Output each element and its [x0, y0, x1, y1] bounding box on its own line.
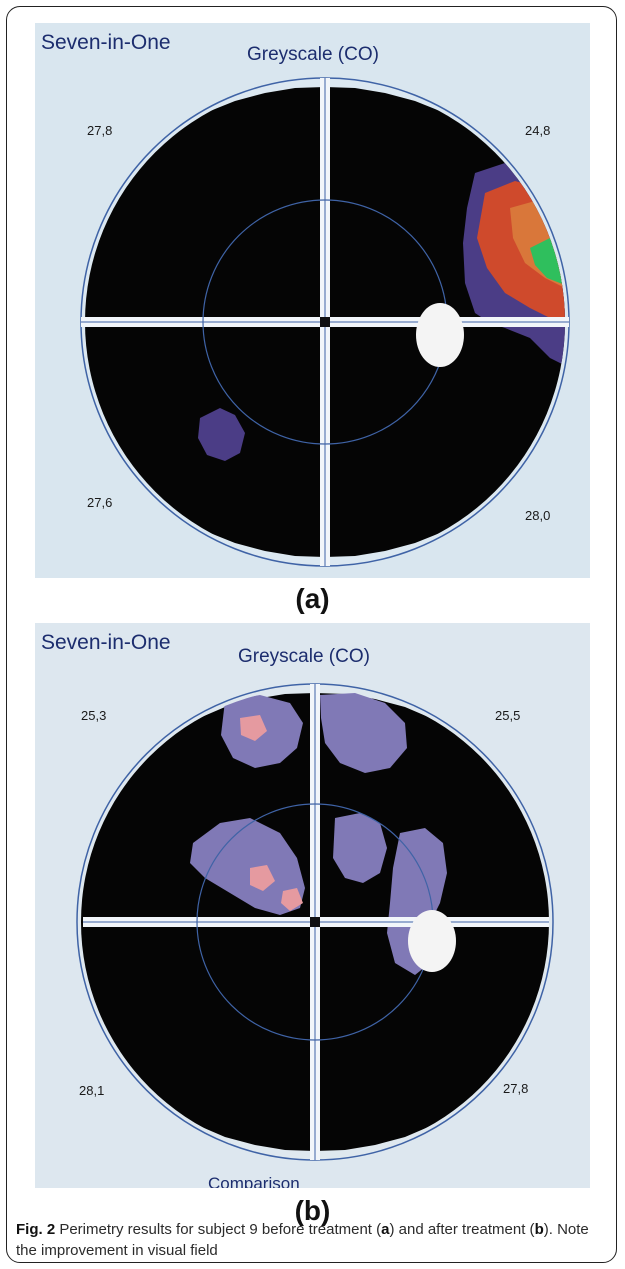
- blind-spot: [408, 910, 456, 972]
- quadrant-top-right-value: 24,8: [525, 123, 551, 138]
- figure-caption: Fig. 2 Perimetry results for subject 9 b…: [16, 1221, 589, 1259]
- app-title: Seven-in-One: [41, 631, 171, 654]
- defect-green: [530, 238, 565, 285]
- quadrant-top-left-value: 27,8: [87, 123, 113, 138]
- fixation-point: [320, 317, 330, 327]
- defect-blue-small: [198, 408, 245, 461]
- visual-field-plot: [80, 77, 570, 567]
- defect-mid-center: [333, 813, 387, 883]
- defect-pink-top: [240, 715, 267, 741]
- panel-label-b: (b): [294, 1195, 331, 1226]
- test-mode-label: Greyscale (CO): [238, 646, 370, 667]
- defect-pink-mid: [250, 865, 275, 891]
- figure-frame: [6, 6, 617, 1263]
- comparison-label: Comparison: [208, 1174, 300, 1188]
- fixation-point: [310, 917, 320, 927]
- panel-label-a: (a): [295, 583, 330, 614]
- defect-top-right: [320, 693, 407, 773]
- visual-field-plot: [76, 683, 554, 1161]
- quadrant-bottom-left-value: 27,6: [87, 495, 113, 510]
- quadrant-top-left-value: 25,3: [81, 708, 107, 723]
- defect-right: [387, 828, 447, 975]
- quadrant-bottom-right-value: 28,0: [525, 508, 551, 523]
- blind-spot: [416, 303, 464, 367]
- defect-pink-low: [281, 888, 303, 911]
- figure-number: Fig. 2: [16, 1221, 56, 1238]
- app-title: Seven-in-One: [41, 31, 171, 54]
- perimetry-photo-after: Seven-in-One Greyscale (CO) 25,3 25,5 28…: [35, 623, 590, 1188]
- quadrant-bottom-right-value: 27,8: [503, 1081, 529, 1096]
- quadrant-bottom-left-value: 28,1: [79, 1083, 105, 1098]
- test-mode-label: Greyscale (CO): [247, 44, 379, 65]
- quadrant-top-right-value: 25,5: [495, 708, 521, 723]
- defect-mid-left: [190, 818, 305, 915]
- perimetry-photo-before: Seven-in-One Greyscale (CO) 27,8 24,8 27…: [35, 23, 590, 578]
